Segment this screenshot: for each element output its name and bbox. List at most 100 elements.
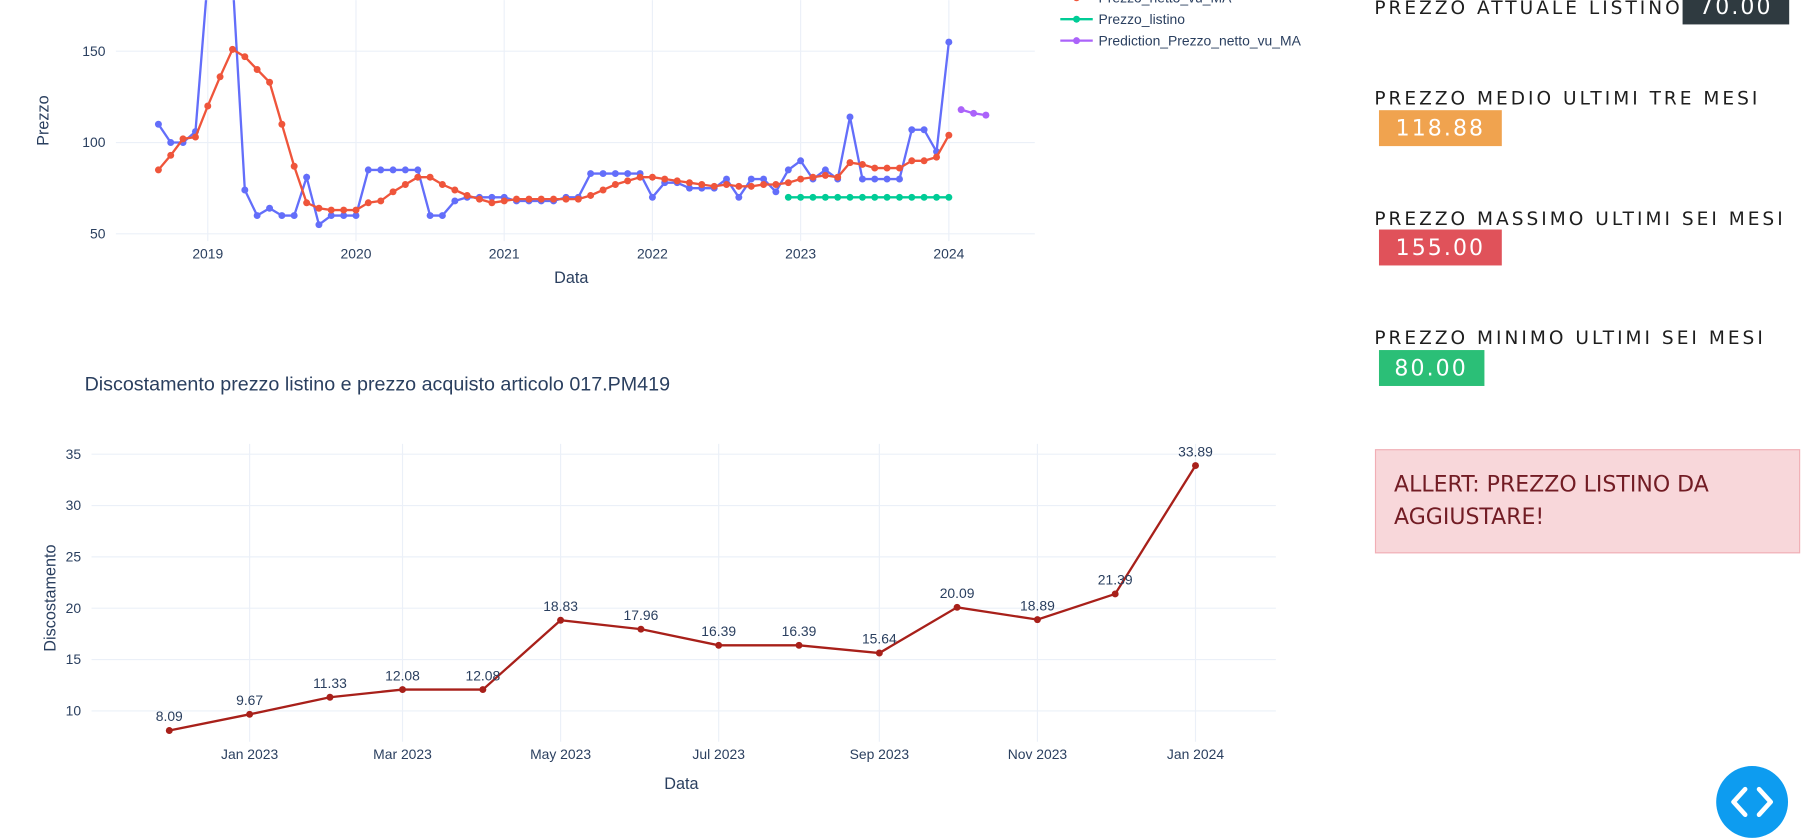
legend-label: Prediction_Prezzo_netto_vu_MA [1099,32,1302,48]
data-point [933,153,941,161]
data-point [340,206,348,214]
y-axis-title: Prezzo [35,95,53,145]
code-icon[interactable] [1731,786,1773,818]
data-point [303,199,311,207]
data-point [784,179,792,187]
data-point [352,212,360,220]
y-tick-label: 150 [82,43,105,59]
card-title: PREZZO MASSIMO ULTIMI SEI MESI [1374,209,1785,230]
y-tick-label: 25 [66,549,82,565]
data-label: 18.83 [543,598,578,614]
legend-marker [1073,15,1081,23]
alert-container: ALLERT: PREZZO LISTINO DA AGGIUSTARE! [1394,471,1709,530]
data-point [327,206,335,214]
data-point [871,193,879,201]
data-point [710,182,718,190]
data-point [241,53,249,61]
data-point [875,649,883,657]
y-tick-label: 100 [82,134,105,150]
chart-title: Discostamento prezzo listino e prezzo ac… [85,374,671,396]
data-point [557,616,565,624]
data-point [537,195,545,203]
legend-marker [1073,37,1081,45]
data-point [340,212,348,220]
data-point [326,693,334,701]
data-point [685,184,693,192]
data-point [715,641,723,649]
data-point [685,179,693,187]
legend-label: Prezzo_listino [1099,11,1186,27]
data-label: 18.89 [1020,597,1055,613]
button-circle[interactable] [1716,766,1789,838]
badge [1378,110,1502,147]
data-point [920,126,928,134]
data-point [278,212,286,220]
alert-text: ALLERT: PREZZO LISTINO DA AGGIUSTARE! [1394,471,1709,530]
data-point [475,195,483,203]
data-point [438,181,446,188]
data-point [599,186,607,194]
y-axis-title: Discostamento [42,544,60,651]
data-point [229,45,237,53]
data-point [488,199,496,207]
data-point [414,166,422,174]
data-point [587,170,595,178]
data-point [795,641,803,649]
data-point [414,173,422,181]
data-point [463,191,471,199]
data-point [648,193,656,201]
data-point [401,166,409,174]
data-point [525,195,533,203]
data-point [179,135,187,143]
data-point [266,78,274,86]
data-point [266,204,274,212]
data-point [636,173,644,181]
data-point [809,173,817,181]
data-point [871,175,879,183]
data-point [957,106,965,114]
data-point [624,177,632,185]
data-label: 12.08 [465,667,500,683]
data-point [772,181,780,188]
data-point [982,111,990,119]
data-point [797,175,805,183]
data-point [253,66,261,73]
data-point [747,182,755,190]
plot-area [165,462,1199,735]
data-point [723,181,730,188]
data-point [945,131,953,139]
data-point [599,170,607,178]
data-point [513,195,520,203]
data-point [1033,616,1041,624]
data-point [735,193,743,201]
data-point [896,193,903,201]
x-tick-label: 2023 [785,246,816,262]
y-tick-label: 20 [66,600,82,616]
data-point [488,193,496,201]
data-point [920,157,928,165]
data-point [352,206,360,214]
badge-value: 80.00 [1394,357,1467,382]
data-point [883,193,891,201]
data-point [637,625,645,633]
data-point [821,166,829,174]
data-point [1111,590,1119,598]
data-point [154,166,162,174]
data-point [945,193,953,201]
data-point [970,109,978,117]
data-point [883,175,891,183]
data-label: 17.96 [624,607,659,623]
data-point [377,166,385,174]
y-tick-label: 30 [66,497,82,513]
data-point [784,193,792,201]
data-point [500,197,508,205]
x-tick-label: 2024 [933,246,964,262]
code-toggle-button[interactable] [1716,766,1789,838]
data-point [933,193,941,201]
data-point [167,151,175,159]
data-point [611,170,619,178]
data-point [303,173,311,181]
data-point [908,157,916,165]
data-point [920,193,928,201]
